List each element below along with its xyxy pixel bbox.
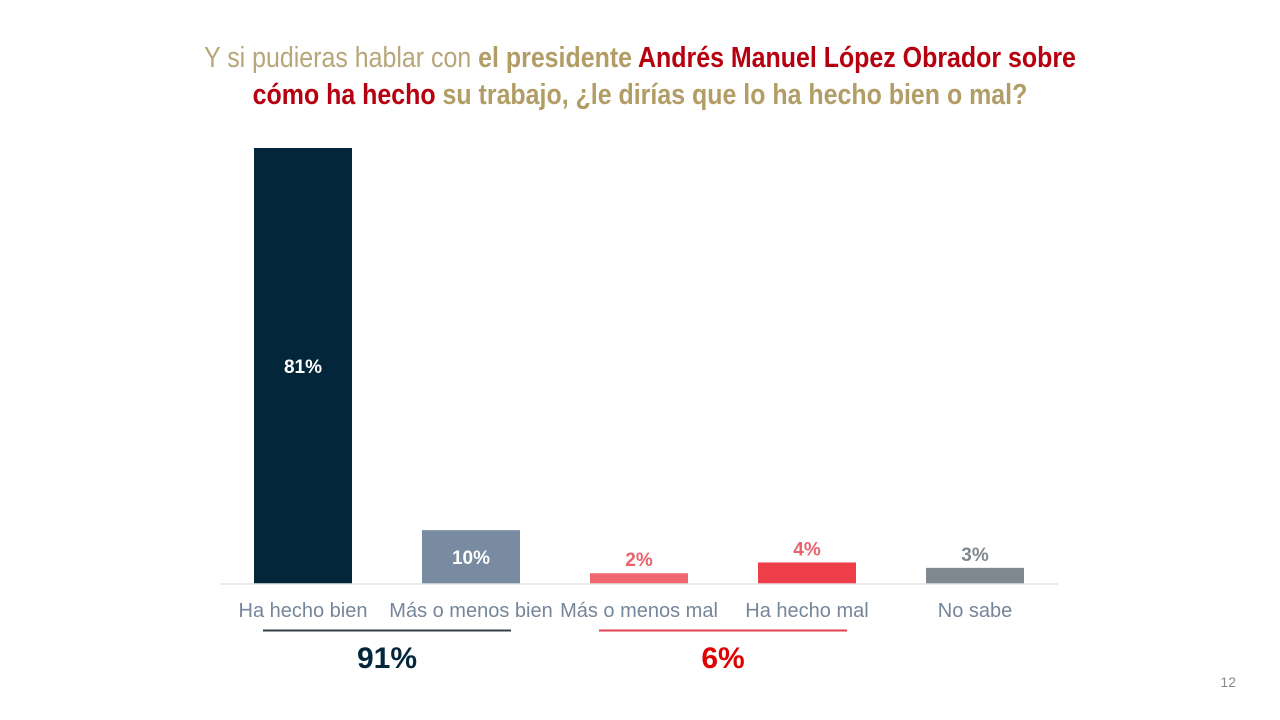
value-label: 3%	[961, 545, 989, 566]
value-label: 2%	[625, 550, 653, 571]
value-label: 4%	[793, 539, 821, 560]
title-segment: cómo ha hecho	[252, 79, 436, 111]
category-label: Más o menos mal	[560, 600, 718, 622]
title-segment: Y si pudieras hablar con	[204, 42, 479, 74]
group-total: 6%	[701, 642, 744, 675]
bar-m-s-o-menos-bien	[422, 530, 520, 584]
chart-title: Y si pudieras hablar con el presidente A…	[90, 40, 1191, 114]
bar-ha-hecho-bien	[254, 148, 352, 584]
bar-m-s-o-menos-mal	[590, 573, 688, 584]
category-label: Más o menos bien	[389, 600, 552, 622]
title-segment: su trabajo, ¿le dirías que lo ha hecho b…	[435, 79, 1028, 111]
group-total: 91%	[357, 642, 417, 675]
category-label: Ha hecho bien	[239, 600, 368, 622]
bar-no-sabe	[926, 567, 1024, 584]
title-segment: el presidente	[478, 42, 639, 74]
bar-ha-hecho-mal	[758, 562, 856, 584]
value-label: 81%	[284, 357, 322, 378]
category-label: No sabe	[938, 600, 1013, 622]
labels-layer: 81% Ha hecho bien 10% Más o menos bien 2% Más…	[239, 357, 1013, 622]
category-label: Ha hecho mal	[745, 600, 868, 622]
value-label: 10%	[452, 548, 490, 569]
title-segment: Andrés Manuel López Obrador sobre	[638, 42, 1076, 74]
groups-layer: 91% 6%	[263, 629, 847, 675]
bars-layer	[254, 148, 1024, 584]
page-number: 12	[1220, 674, 1236, 690]
